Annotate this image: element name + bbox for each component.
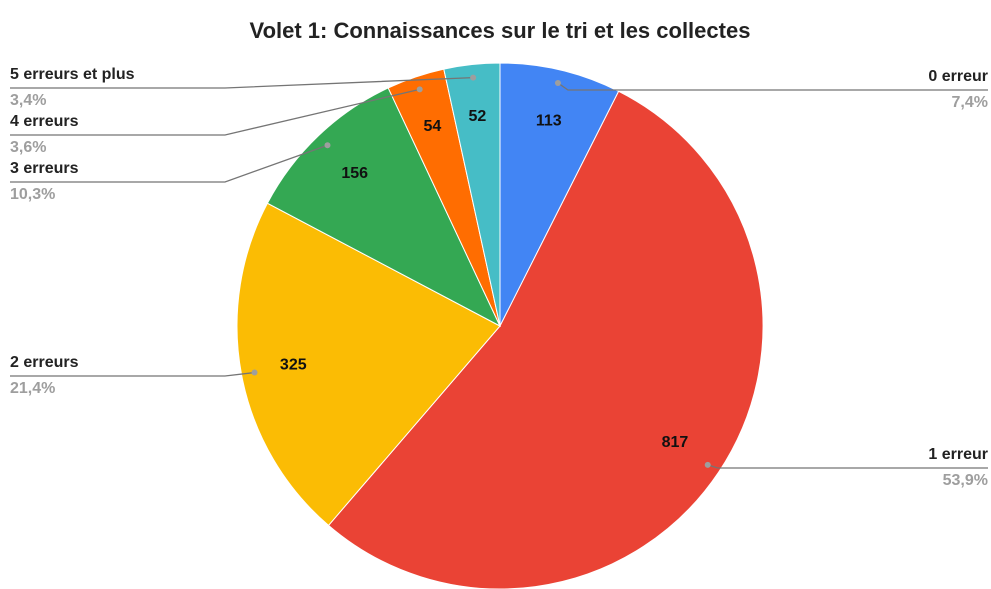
chart-title: Volet 1: Connaissances sur le tri et les… [250, 18, 751, 43]
leader-line [10, 371, 255, 377]
leader-dot [554, 79, 561, 86]
label-name: 4 erreurs [10, 113, 79, 130]
leader-dot [324, 142, 331, 149]
value-label: 113 [536, 113, 562, 130]
value-label: 325 [280, 356, 307, 373]
label-name: 0 erreur [928, 68, 988, 85]
label-percent: 21,4% [10, 380, 55, 397]
label-name: 5 erreurs et plus [10, 66, 135, 83]
pie-slice [236, 202, 501, 527]
label-name: 3 erreurs [10, 160, 79, 177]
label-percent: 7,4% [952, 94, 988, 111]
leader-line [707, 464, 988, 469]
label-name: 1 erreur [928, 446, 988, 463]
label-name: 2 erreurs [10, 354, 79, 371]
label-percent: 53,9% [943, 472, 988, 489]
leader-line [10, 88, 420, 136]
label-percent: 3,4% [10, 92, 46, 109]
pie-slice [327, 90, 764, 589]
leader-dot [416, 86, 423, 93]
value-label: 156 [341, 165, 368, 182]
value-label: 52 [468, 108, 486, 125]
label-percent: 3,6% [10, 139, 46, 156]
value-label: 817 [662, 434, 689, 451]
leader-line [10, 144, 328, 183]
leader-dot [251, 369, 258, 376]
leader-line [557, 82, 988, 91]
label-percent: 10,3% [10, 186, 55, 203]
leader-dot [470, 74, 477, 81]
pie-slice [443, 62, 501, 327]
leader-line [10, 76, 474, 89]
leader-dot [704, 461, 711, 468]
value-label: 54 [423, 118, 441, 135]
